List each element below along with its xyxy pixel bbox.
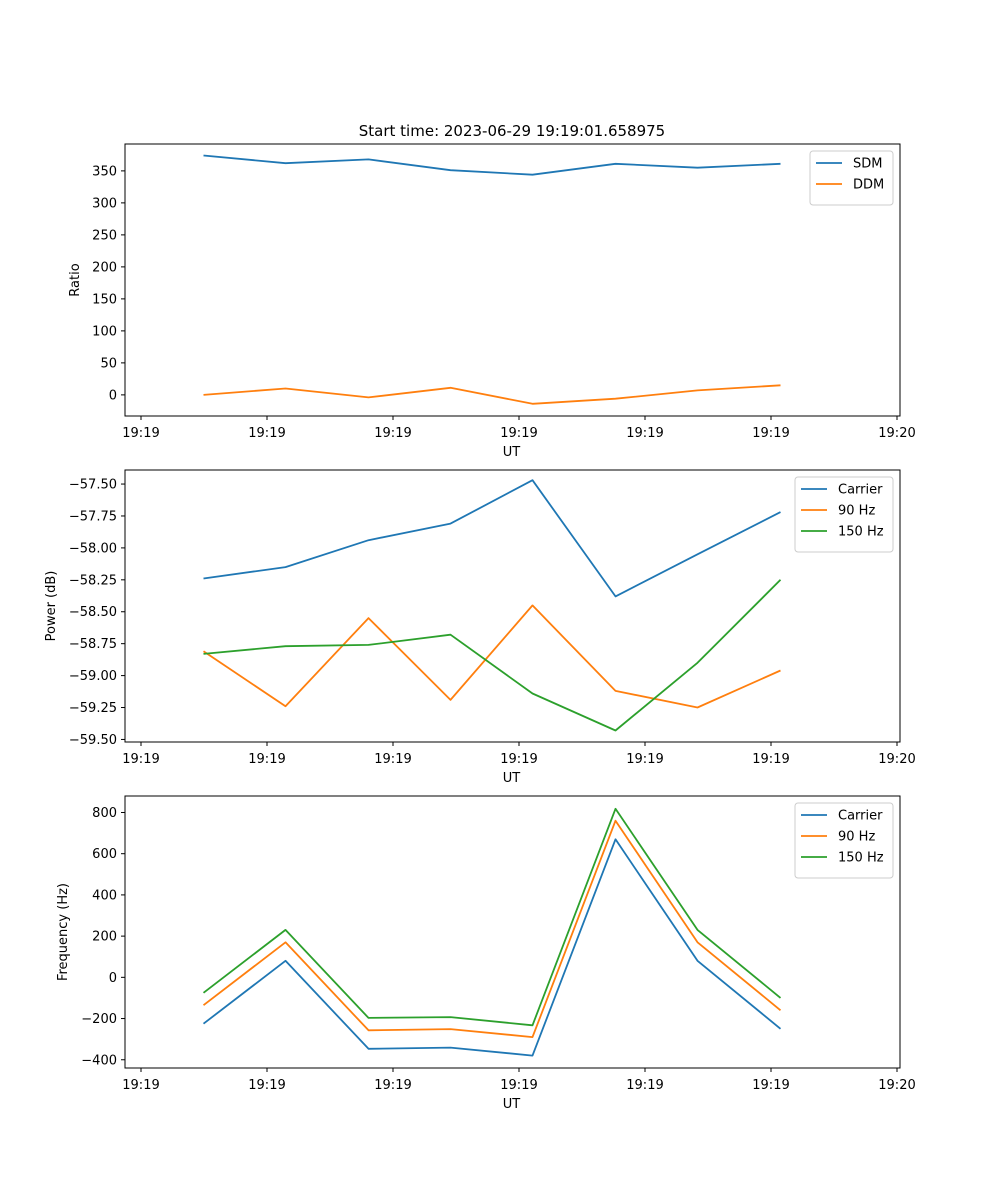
x-tick-label: 19:19 <box>752 752 789 767</box>
y-tick-label: −200 <box>81 1012 117 1027</box>
y-tick-label: −59.50 <box>69 733 117 748</box>
axes-frame <box>124 469 901 743</box>
x-tick-label: 19:19 <box>626 1078 663 1093</box>
x-tick-label: 19:19 <box>374 1078 411 1093</box>
series-line-150-hz <box>202 807 782 1027</box>
x-tick-label: 19:19 <box>374 752 411 767</box>
legend: SDM DDM <box>809 150 894 206</box>
x-tick-label: 19:19 <box>122 1078 159 1093</box>
x-tick-label: 19:20 <box>878 1078 915 1093</box>
x-tick-label: 19:19 <box>752 426 789 441</box>
x-tick-label: 19:19 <box>122 426 159 441</box>
y-tick-label: −58.75 <box>69 637 117 652</box>
y-tick-label: −57.50 <box>69 478 117 493</box>
legend-label: Carrier <box>838 809 883 824</box>
y-tick-label: 400 <box>92 888 117 903</box>
x-tick-label: 19:19 <box>122 752 159 767</box>
y-tick-label: −58.00 <box>69 541 117 556</box>
legend-label: 90 Hz <box>838 504 875 519</box>
chart-title: Start time: 2023-06-29 19:19:01.658975 <box>359 122 665 140</box>
legend-box <box>794 802 894 879</box>
series-line-sdm <box>203 154 781 176</box>
x-tick-label: 19:19 <box>248 752 285 767</box>
y-tick-label: 0 <box>109 388 117 403</box>
x-tick-label: 19:19 <box>248 426 285 441</box>
subplot-2: 19:19 19:19 19:19 19:19 19:19 19:19 19:20 UT −59… <box>44 469 916 786</box>
x-axis-label: UT <box>503 445 521 460</box>
x-tick-label: 19:19 <box>500 752 537 767</box>
legend-label: 90 Hz <box>838 830 875 845</box>
x-tick-label: 19:19 <box>248 1078 285 1093</box>
legend-label: DDM <box>853 178 884 193</box>
x-tick-label: 19:19 <box>626 752 663 767</box>
y-tick-label: 200 <box>92 930 117 945</box>
y-tick-label: 800 <box>92 806 117 821</box>
legend-box <box>794 476 894 553</box>
legend: Carrier 90 Hz 150 Hz <box>794 476 894 553</box>
y-tick-label: 100 <box>92 324 117 339</box>
x-tick-label: 19:19 <box>500 1078 537 1093</box>
series-line-90-hz <box>202 819 782 1038</box>
y-tick-label: 350 <box>92 164 117 179</box>
legend-label: Carrier <box>838 483 883 498</box>
series-line-150-hz <box>203 579 782 732</box>
subplot-3: 19:19 19:19 19:19 19:19 19:19 19:19 19:20 UT −40… <box>56 795 916 1112</box>
legend-box <box>809 150 894 206</box>
axes-frame <box>124 795 901 1069</box>
x-axis-label: UT <box>503 771 521 786</box>
series-line-carrier <box>203 479 781 598</box>
y-tick-label: −58.25 <box>69 573 117 588</box>
y-tick-label: −57.75 <box>69 509 117 524</box>
y-axis-label: Power (dB) <box>44 571 59 642</box>
y-axis-label: Ratio <box>68 263 83 296</box>
x-tick-label: 19:20 <box>878 426 915 441</box>
series-line-90-hz <box>202 604 781 709</box>
y-tick-label: 200 <box>92 260 117 275</box>
y-axis-label: Frequency (Hz) <box>56 883 71 981</box>
x-tick-label: 19:19 <box>752 1078 789 1093</box>
series-line-ddm <box>203 384 781 405</box>
y-tick-label: 50 <box>100 356 117 371</box>
y-tick-label: −59.25 <box>69 701 117 716</box>
y-tick-label: 250 <box>92 228 117 243</box>
x-tick-label: 19:19 <box>500 426 537 441</box>
y-tick-label: −58.50 <box>69 605 117 620</box>
series-line-carrier <box>202 838 782 1057</box>
x-tick-label: 19:20 <box>878 752 915 767</box>
y-tick-label: 150 <box>92 292 117 307</box>
subplot-1: 19:19 19:19 19:19 19:19 19:19 19:19 19:20 UT 0 50… <box>68 143 916 460</box>
y-tick-label: 600 <box>92 847 117 862</box>
legend: Carrier 90 Hz 150 Hz <box>794 802 894 879</box>
y-tick-label: −400 <box>81 1053 117 1068</box>
legend-label: 150 Hz <box>838 851 884 866</box>
legend-label: SDM <box>853 157 882 172</box>
x-tick-label: 19:19 <box>626 426 663 441</box>
x-axis-label: UT <box>503 1097 521 1112</box>
x-tick-label: 19:19 <box>374 426 411 441</box>
y-tick-label: −59.00 <box>69 669 117 684</box>
axes-frame <box>124 143 901 417</box>
y-tick-label: 0 <box>109 971 117 986</box>
legend-label: 150 Hz <box>838 525 884 540</box>
y-tick-label: 300 <box>92 196 117 211</box>
